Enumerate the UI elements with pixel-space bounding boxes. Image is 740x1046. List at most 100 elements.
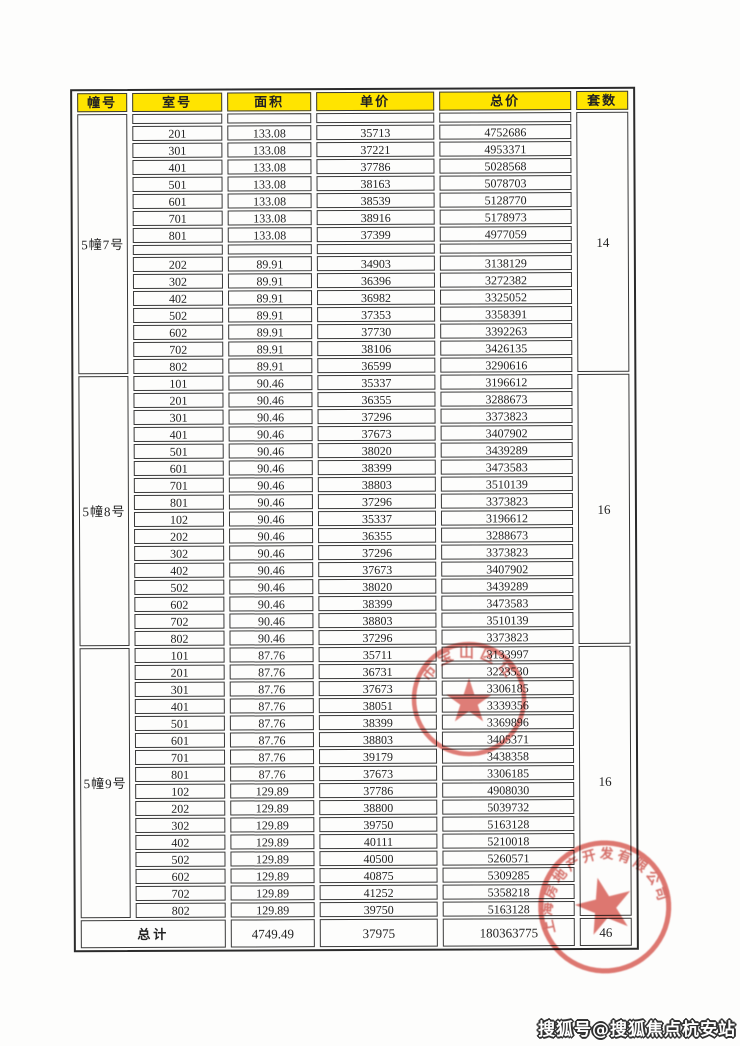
- cell-area: 87.76: [229, 715, 314, 731]
- cell-area: 129.89: [230, 868, 315, 884]
- cell-price: 41252: [319, 884, 438, 901]
- cell-price: 35711: [318, 646, 437, 663]
- cell-room: 502: [134, 579, 225, 595]
- cell-area: 90.46: [229, 545, 314, 561]
- table-row: 802 89.91 36599 3290616: [78, 357, 629, 374]
- cell-total: 3138129: [439, 255, 572, 271]
- cell-price: 37296: [318, 629, 437, 646]
- table-row: 402 90.46 37673 3407902: [79, 561, 630, 578]
- cell-total: 3358391: [440, 306, 573, 322]
- cell-room: 502: [133, 307, 224, 323]
- cell-area: 90.46: [228, 511, 314, 527]
- cell-area: 89.91: [227, 273, 312, 289]
- cell-total: 3510139: [440, 476, 573, 492]
- cell-room: 602: [134, 596, 225, 612]
- col-header-4: 总价: [439, 91, 572, 111]
- price-table-wrap: 幢号 室号 面积 单价 总价 套数 5幢7号 14 201 133.08 35713 4752686…: [70, 86, 639, 953]
- cell-room: 701: [135, 749, 226, 765]
- cell-price: 37221: [316, 141, 435, 158]
- cell-room: 602: [133, 324, 224, 340]
- cell-room: 302: [132, 273, 223, 289]
- table-row: 801 87.76 37673 3306185: [80, 765, 631, 782]
- cell-total: 3288673: [440, 391, 573, 407]
- cell-room: 501: [134, 715, 225, 731]
- cell-price: 38803: [318, 731, 437, 748]
- cell-room: 601: [133, 460, 224, 476]
- table-row: 302 129.89 39750 5163128: [80, 816, 631, 833]
- table-row: 202 129.89 38800 5039732: [80, 799, 631, 816]
- cell-total: 5028568: [439, 158, 572, 174]
- cell-price: [316, 243, 435, 255]
- cell-price: 37673: [317, 425, 436, 442]
- cell-area: 90.46: [228, 392, 313, 408]
- cell-total: 3510139: [441, 612, 574, 628]
- cell-room: 301: [134, 681, 225, 697]
- table-row: 501 87.76 38399 3369896: [80, 714, 631, 731]
- cell-total: 3405371: [441, 731, 574, 747]
- cell-room: 202: [135, 800, 226, 816]
- cell-total: 3392263: [440, 323, 573, 339]
- cell-room: 202: [134, 528, 225, 544]
- cell-area: 90.46: [228, 426, 313, 442]
- cell-area: 87.76: [229, 664, 314, 680]
- cell-room: 401: [134, 698, 225, 714]
- cell-area: 87.76: [229, 698, 314, 714]
- cell-area: 89.91: [228, 324, 313, 340]
- cell-area: 90.46: [228, 443, 313, 459]
- cell-area: 129.89: [230, 885, 315, 901]
- cell-room: 702: [134, 613, 225, 629]
- cell-price: 37673: [318, 561, 437, 578]
- cell-price: 34903: [316, 255, 435, 272]
- cell-total: 5260571: [442, 850, 575, 866]
- cell-room: 602: [135, 868, 226, 884]
- total-row: 总计 4749.49 37975 180363775 46: [80, 917, 632, 949]
- cell-area: 133.08: [227, 193, 312, 209]
- col-header-5: 套数: [576, 90, 629, 111]
- cell-total: 3373823: [440, 493, 573, 509]
- cell-area: 133.08: [227, 125, 312, 141]
- cell-price: 38106: [317, 340, 436, 357]
- table-row: 302 89.91 36396 3272382: [78, 272, 629, 289]
- cell-price: 35337: [317, 510, 437, 527]
- cell-price: 36355: [318, 527, 437, 544]
- building-cell-2: 5幢9号: [79, 647, 131, 919]
- cell-price: 38803: [318, 612, 437, 629]
- cell-total: 3133997: [441, 646, 574, 662]
- table-row: 401 90.46 37673 3407902: [79, 425, 630, 442]
- cell-area: 90.46: [229, 596, 314, 612]
- cell-room: 601: [132, 193, 223, 209]
- col-header-3: 单价: [316, 91, 435, 112]
- cell-room: 702: [133, 341, 224, 357]
- total-label-cell: 总计: [80, 919, 226, 949]
- table-row: 402 129.89 40111 5210018: [80, 833, 631, 850]
- cell-room: 402: [135, 834, 226, 850]
- cell-room: [132, 244, 223, 255]
- cell-room: 302: [134, 545, 225, 561]
- cell-price: 38020: [317, 442, 436, 459]
- table-row: 201 90.46 36355 3288673: [78, 391, 629, 408]
- table-row: 602 89.91 37730 3392263: [78, 323, 629, 340]
- table-row: 401 133.08 37786 5028568: [77, 158, 628, 175]
- cell-total: 3407902: [441, 561, 574, 577]
- cell-room: 302: [135, 817, 226, 833]
- cell-room: 402: [133, 290, 224, 306]
- table-row: 5幢9号 101 87.76 35711 3133997 16: [79, 645, 632, 919]
- table-row: 501 90.46 38020 3439289: [79, 442, 630, 459]
- table-row: 401 87.76 38051 3339356: [80, 697, 631, 714]
- cell-price: 38803: [317, 476, 436, 493]
- cell-total: 3373823: [440, 408, 573, 424]
- table-row: 301 87.76 37673 3306185: [80, 680, 631, 697]
- cell-total: 5210018: [442, 833, 575, 849]
- cell-total: 3196612: [440, 510, 574, 526]
- cell-room: 801: [135, 766, 226, 782]
- cell-room: 501: [132, 176, 223, 192]
- cell-price: 39750: [319, 816, 438, 833]
- cell-price: 37353: [317, 306, 436, 323]
- cell-area: 87.76: [230, 749, 315, 765]
- table-row: 202 89.91 34903 3138129: [78, 255, 629, 272]
- table-row: 702 129.89 41252 5358218: [81, 884, 632, 901]
- cell-total: 3196612: [440, 374, 573, 390]
- cell-total: 5178973: [439, 209, 572, 225]
- cell-total: 3288673: [441, 527, 574, 543]
